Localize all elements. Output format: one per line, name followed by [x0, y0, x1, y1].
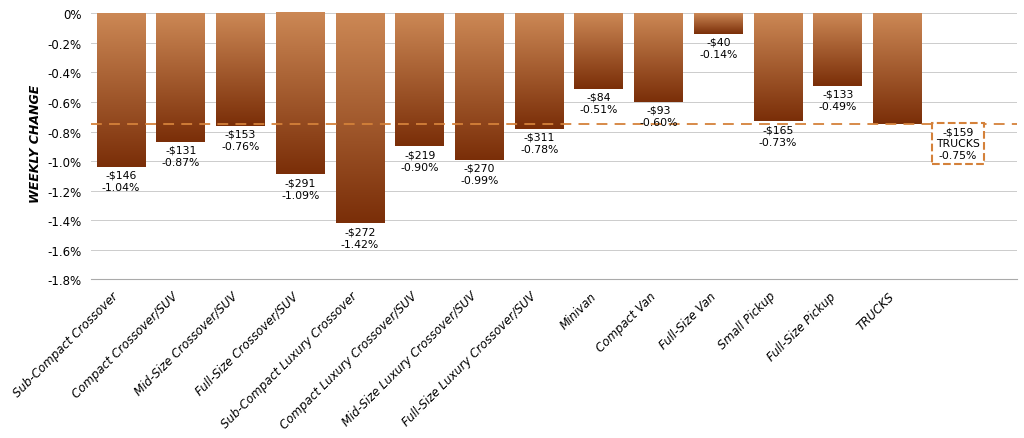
Text: -$133
-0.49%: -$133 -0.49%: [818, 89, 857, 112]
Y-axis label: WEEKLY CHANGE: WEEKLY CHANGE: [29, 84, 42, 202]
Text: -$311
-0.78%: -$311 -0.78%: [520, 132, 558, 155]
Text: -$93
-0.60%: -$93 -0.60%: [639, 106, 678, 128]
Text: -$131
-0.87%: -$131 -0.87%: [162, 145, 200, 168]
Text: -$84
-0.51%: -$84 -0.51%: [580, 92, 618, 115]
Text: -$270
-0.99%: -$270 -0.99%: [460, 163, 499, 186]
Text: -$146
-1.04%: -$146 -1.04%: [102, 170, 140, 193]
Text: -$291
-1.09%: -$291 -1.09%: [281, 178, 319, 200]
Text: -$165
-0.73%: -$165 -0.73%: [759, 125, 798, 147]
Text: -$40
-0.14%: -$40 -0.14%: [699, 38, 737, 60]
Text: -$159
TRUCKS
-0.75%: -$159 TRUCKS -0.75%: [936, 127, 980, 161]
Text: -$153
-0.76%: -$153 -0.76%: [221, 129, 260, 152]
Text: -$219
-0.90%: -$219 -0.90%: [400, 150, 439, 172]
Text: -$272
-1.42%: -$272 -1.42%: [341, 226, 379, 249]
